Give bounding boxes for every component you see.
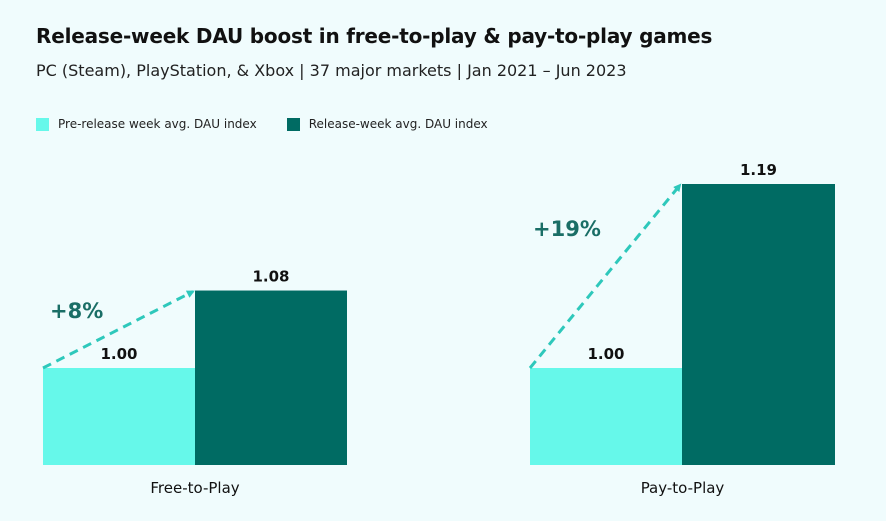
legend-swatch-pre-release [36,117,49,131]
bar-release-week-free-to-play [195,290,347,465]
growth-annotation-free-to-play: +8% [50,299,103,323]
legend-swatch-release-week [286,117,300,131]
bar-release-week-pay-to-play [682,184,835,465]
legend-label-pre-release: Pre-release week avg. DAU index [58,117,257,131]
value-label-pre-release-pay-to-play: 1.00 [587,345,624,363]
growth-arrow-pay-to-play [528,183,682,369]
chart-subtitle: PC (Steam), PlayStation, & Xbox | 37 maj… [36,61,627,80]
legend: Pre-release week avg. DAU index Release-… [36,117,518,131]
legend-item-pre-release: Pre-release week avg. DAU index [36,117,257,131]
growth-arrow-free-to-play [42,290,195,370]
category-label-pay-to-play: Pay-to-Play [641,479,725,497]
value-label-release-week-pay-to-play: 1.19 [740,161,777,179]
category-label-free-to-play: Free-to-Play [150,479,239,497]
chart-title: Release-week DAU boost in free-to-play &… [36,24,713,48]
value-label-release-week-free-to-play: 1.08 [252,268,289,286]
legend-item-release-week: Release-week avg. DAU index [286,117,488,131]
growth-annotation-pay-to-play: +19% [533,217,601,241]
bar-pre-release-pay-to-play [530,368,682,465]
legend-label-release-week: Release-week avg. DAU index [308,117,488,131]
bar-pre-release-free-to-play [43,368,195,465]
value-label-pre-release-free-to-play: 1.00 [100,345,137,363]
